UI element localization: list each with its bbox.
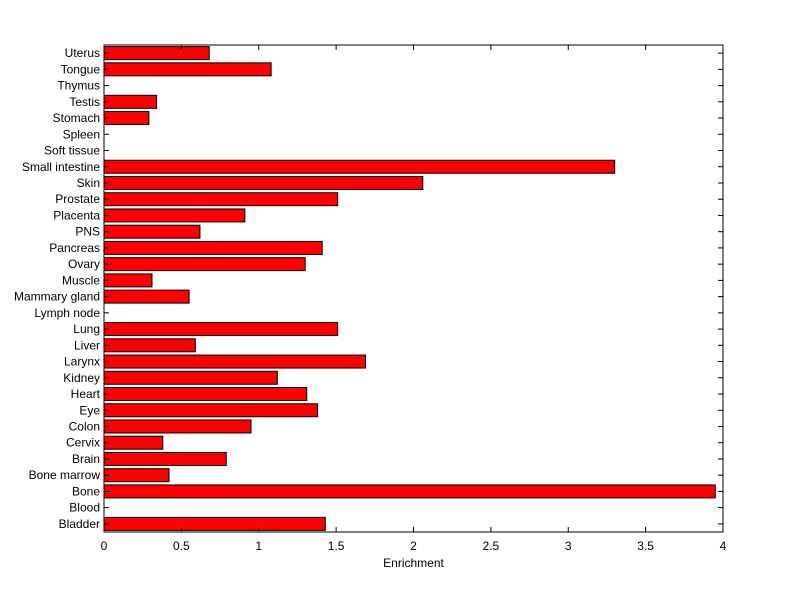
x-tick-label: 2 <box>410 539 417 553</box>
bar <box>103 111 150 126</box>
x-tick-label: 3 <box>565 539 572 553</box>
labels-layer: Bladder Blood Bone Bone marrow Brain Cervix Co… <box>14 46 727 553</box>
bar <box>103 46 210 61</box>
bar <box>103 289 190 304</box>
y-tick-label: Muscle <box>62 273 100 287</box>
y-tick-label: Thymus <box>57 79 100 93</box>
bar <box>103 354 367 369</box>
y-tick-label: Ovary <box>68 257 100 271</box>
x-tick-label: 3.5 <box>637 539 654 553</box>
bar <box>103 192 339 207</box>
bar <box>103 516 326 531</box>
y-tick-label: Bone <box>72 484 100 498</box>
y-tick-label: Soft tissue <box>44 144 100 158</box>
bar <box>103 468 170 483</box>
y-tick-label: Lung <box>73 322 100 336</box>
y-tick-label: Uterus <box>65 46 100 60</box>
y-tick-label: Testis <box>69 95 100 109</box>
bar <box>103 175 424 190</box>
bar <box>103 419 252 434</box>
y-tick-label: Mammary gland <box>14 290 100 304</box>
x-tick-label: 1.5 <box>328 539 345 553</box>
bar <box>103 273 153 288</box>
bar <box>103 257 306 272</box>
bar <box>103 451 227 466</box>
y-tick-label: Cervix <box>66 436 100 450</box>
y-tick-label: Skin <box>77 176 100 190</box>
y-tick-label: Kidney <box>63 371 100 385</box>
y-tick-label: Small intestine <box>22 160 100 174</box>
bar <box>103 62 272 77</box>
axes-frame <box>103 44 724 533</box>
y-tick-label: Tongue <box>61 62 101 76</box>
bars-layer <box>103 46 716 531</box>
y-tick-label: Brain <box>72 452 100 466</box>
x-tick-label: 4 <box>720 539 727 553</box>
x-tick-label: 2.5 <box>483 539 500 553</box>
bar <box>103 94 158 109</box>
bar <box>103 403 319 418</box>
y-tick-label: Bladder <box>59 517 100 531</box>
x-tick-label: 0.5 <box>173 539 190 553</box>
y-tick-label: Lymph node <box>34 306 100 320</box>
bar <box>103 338 196 353</box>
bar <box>103 484 716 499</box>
y-tick-label: Bone marrow <box>29 468 101 482</box>
y-tick-label: Pancreas <box>49 241 100 255</box>
y-tick-label: Placenta <box>53 208 100 222</box>
y-tick-label: Blood <box>69 501 100 515</box>
y-tick-label: Prostate <box>55 192 100 206</box>
y-tick-label: Liver <box>74 338 100 352</box>
x-axis-label: Enrichment <box>383 556 444 570</box>
y-tick-label: PNS <box>75 225 100 239</box>
x-tick-label: 0 <box>101 539 108 553</box>
y-tick-label: Larynx <box>64 355 100 369</box>
bar <box>103 208 246 223</box>
y-tick-label: Heart <box>71 387 101 401</box>
bar <box>103 387 308 402</box>
y-tick-label: Spleen <box>63 127 100 141</box>
y-tick-label: Colon <box>69 419 100 433</box>
bar <box>103 322 339 337</box>
bar <box>103 370 278 385</box>
x-tick-label: 1 <box>255 539 262 553</box>
bar <box>103 435 164 450</box>
bar <box>103 224 201 239</box>
y-tick-label: Eye <box>79 403 100 417</box>
y-tick-label: Stomach <box>53 111 100 125</box>
bar <box>103 240 323 255</box>
bar <box>103 159 616 174</box>
